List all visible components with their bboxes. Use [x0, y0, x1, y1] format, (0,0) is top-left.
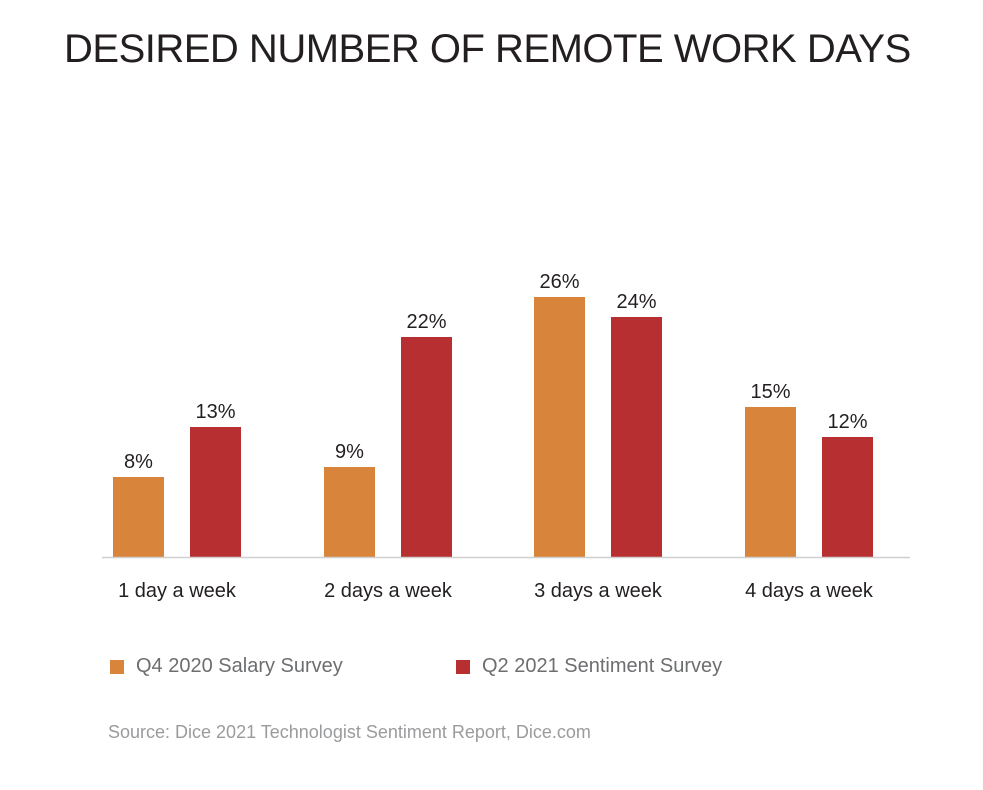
bar-q2-2021-4 — [822, 437, 873, 557]
legend-swatch-q2-2021 — [456, 659, 470, 674]
data-label-q2-2021-3: 24% — [616, 291, 656, 313]
legend-label-q4-2020: Q4 2020 Salary Survey — [136, 655, 343, 677]
data-label-q2-2021-1: 13% — [195, 401, 235, 423]
data-label-q4-2020-3: 26% — [539, 271, 579, 293]
bar-q4-2020-1 — [113, 477, 164, 557]
legend: Q4 2020 Salary Survey Q2 2021 Sentiment … — [0, 655, 983, 685]
bar-q2-2021-2 — [401, 337, 452, 557]
data-label-q4-2020-2: 9% — [335, 441, 364, 463]
data-label-q2-2021-2: 22% — [406, 311, 446, 333]
category-label-2: 2 days a week — [324, 580, 453, 602]
legend-swatch-q4-2020 — [110, 659, 124, 674]
category-label-3: 3 days a week — [534, 580, 663, 602]
legend-item-q4-2020: Q4 2020 Salary Survey — [110, 655, 343, 678]
category-label-1: 1 day a week — [118, 580, 237, 602]
bar-q4-2020-3 — [534, 297, 585, 557]
legend-item-q2-2021: Q2 2021 Sentiment Survey — [456, 655, 722, 678]
bar-q2-2021-3 — [611, 317, 662, 557]
data-label-q4-2020-4: 15% — [750, 381, 790, 403]
bar-chart: 8% 13% 1 day a week 9% 22% 2 days a week 26% 24… — [102, 271, 910, 602]
legend-label-q2-2021: Q2 2021 Sentiment Survey — [482, 655, 723, 677]
bar-q2-2021-1 — [190, 427, 241, 557]
chart-title: DESIRED NUMBER OF REMOTE WORK DAYS — [64, 27, 911, 71]
bar-q4-2020-2 — [324, 467, 375, 557]
data-label-q4-2020-1: 8% — [124, 451, 153, 473]
category-label-4: 4 days a week — [745, 580, 874, 602]
data-label-q2-2021-4: 12% — [827, 411, 867, 433]
bar-q4-2020-4 — [745, 407, 796, 557]
source-note: Source: Dice 2021 Technologist Sentiment… — [108, 722, 591, 742]
